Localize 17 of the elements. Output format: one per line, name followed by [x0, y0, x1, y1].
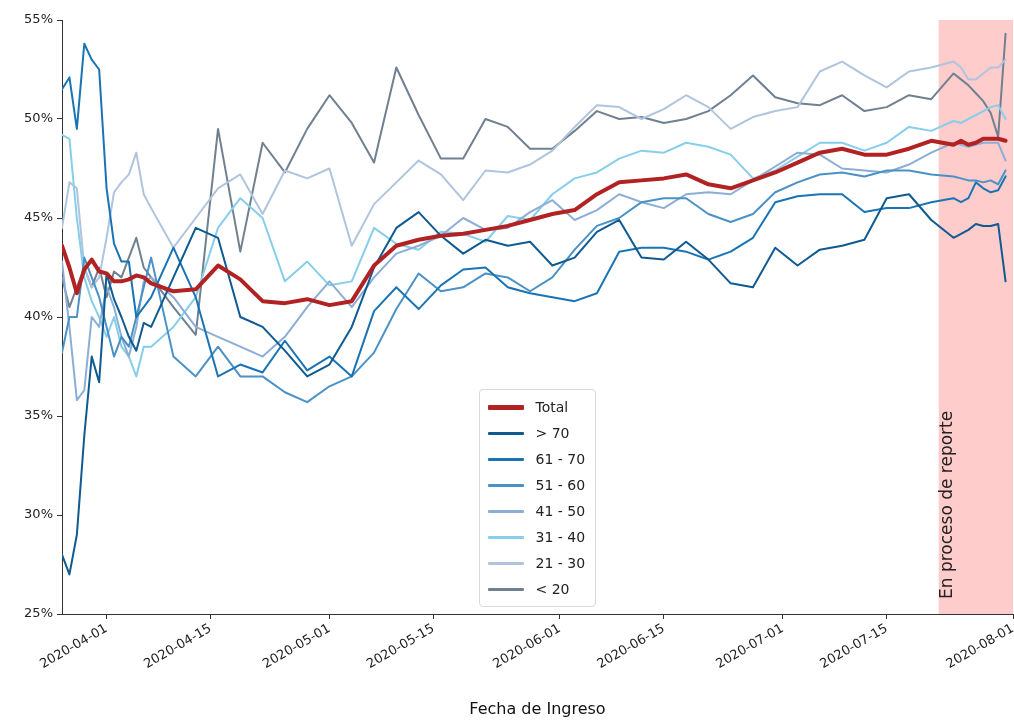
legend-label: > 70	[535, 425, 570, 441]
y-tick-label: 55%	[24, 11, 53, 27]
legend-label: 61 - 70	[535, 451, 586, 467]
legend-label: 41 - 50	[535, 503, 586, 519]
band-label: En proceso de reporte	[935, 410, 956, 599]
legend-label: Total	[535, 399, 569, 415]
legend-label: 51 - 60	[535, 477, 586, 493]
legend-label: < 20	[535, 581, 570, 597]
legend-label: 21 - 30	[535, 555, 586, 571]
y-tick-label: 40%	[24, 308, 53, 324]
y-tick-label: 45%	[24, 209, 53, 225]
legend-label: 31 - 40	[535, 529, 586, 545]
y-tick-label: 25%	[24, 605, 53, 621]
x-axis-title: Fecha de Ingreso	[469, 698, 606, 718]
y-tick-label: 30%	[24, 506, 53, 522]
y-tick-label: 35%	[24, 407, 53, 423]
y-tick-label: 50%	[24, 110, 53, 126]
